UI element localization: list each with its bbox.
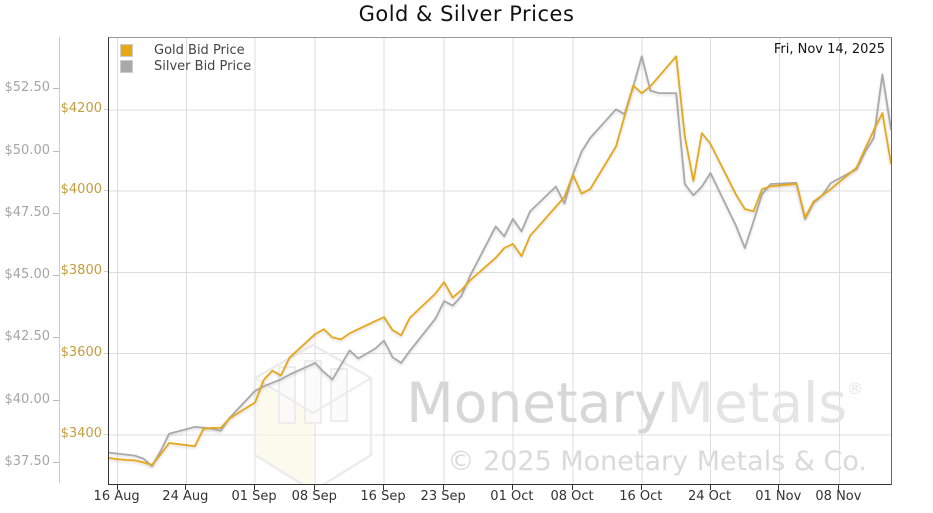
x-tick (116, 484, 118, 490)
y-tick-silver (53, 275, 59, 277)
x-tick (185, 484, 187, 490)
x-tick (254, 484, 256, 490)
x-axis-label: 01 Nov (755, 489, 802, 504)
x-axis-label: 16 Sep (360, 489, 406, 504)
x-tick (572, 484, 574, 490)
y-tick-silver (53, 88, 59, 90)
y-tick-gold (104, 190, 108, 192)
x-tick (443, 484, 445, 490)
x-tick (511, 484, 513, 490)
legend-item-silver: Silver Bid Price (120, 58, 251, 74)
y-axis-label-gold: $3800 (60, 263, 102, 279)
y-axis-label-silver: $42.50 (4, 329, 51, 345)
x-tick (838, 484, 840, 490)
y-axis-label-gold: $4000 (60, 182, 102, 198)
x-tick (382, 484, 384, 490)
legend-label-silver: Silver Bid Price (154, 58, 252, 74)
gold-price-line (109, 55, 891, 466)
y-tick-gold (104, 271, 108, 273)
y-axis-label-silver: $40.00 (4, 391, 51, 407)
y-axis-label-silver: $37.50 (4, 454, 51, 470)
x-tick (709, 484, 711, 490)
monetary-metals-logo-icon (253, 343, 373, 484)
x-tick (314, 484, 316, 490)
watermark-copyright: © 2025 Monetary Metals & Co. (447, 446, 867, 477)
y-axis-label-silver: $45.00 (4, 267, 51, 283)
x-axis-label: 16 Aug (93, 489, 140, 504)
y-tick-gold (104, 108, 108, 110)
y-axis-label-silver: $47.50 (4, 204, 51, 220)
x-tick (778, 484, 780, 490)
x-tick (640, 484, 642, 490)
x-axis-label: 08 Oct (550, 489, 594, 504)
chart-legend: Gold Bid Price Silver Bid Price (120, 42, 251, 74)
y-tick-silver (53, 462, 59, 464)
x-axis-label: 01 Oct (490, 489, 534, 504)
y-axis-label-gold: $3600 (60, 344, 102, 360)
y-axis-label-silver: $52.50 (4, 80, 51, 96)
y-tick-silver (53, 150, 59, 152)
y-axis-label-silver: $50.00 (4, 142, 51, 158)
x-axis-label: 08 Nov (815, 489, 862, 504)
x-axis-label: 24 Aug (162, 489, 209, 504)
legend-label-gold: Gold Bid Price (154, 42, 245, 58)
y-axis-label-gold: $3400 (60, 425, 102, 441)
plot-area[interactable]: MonetaryMetals® © 2025 Monetary Metals &… (108, 37, 892, 485)
watermark: MonetaryMetals® © 2025 Monetary Metals &… (109, 38, 891, 484)
y-tick-silver (53, 337, 59, 339)
y-tick-gold (104, 433, 108, 435)
x-axis-label: 01 Sep (231, 489, 277, 504)
silver-axis-line (59, 37, 60, 483)
y-tick-silver (53, 212, 59, 214)
y-tick-gold (104, 352, 108, 354)
watermark-brand: MonetaryMetals® (406, 371, 863, 435)
silver-price-line (109, 55, 891, 468)
x-axis-label: 16 Oct (619, 489, 663, 504)
x-axis-label: 23 Sep (420, 489, 466, 504)
silver-swatch-icon (120, 59, 133, 73)
price-lines (109, 55, 891, 468)
legend-item-gold: Gold Bid Price (120, 42, 251, 58)
chart-title: Gold & Silver Prices (358, 2, 575, 26)
x-axis-label: 24 Oct (687, 489, 732, 504)
y-tick-silver (53, 399, 59, 401)
gridlines (109, 38, 891, 484)
x-axis-label: 08 Sep (291, 489, 337, 504)
y-axis-label-gold: $4200 (60, 100, 102, 116)
hover-date-label: Fri, Nov 14, 2025 (773, 42, 885, 57)
gold-swatch-icon (120, 43, 133, 57)
